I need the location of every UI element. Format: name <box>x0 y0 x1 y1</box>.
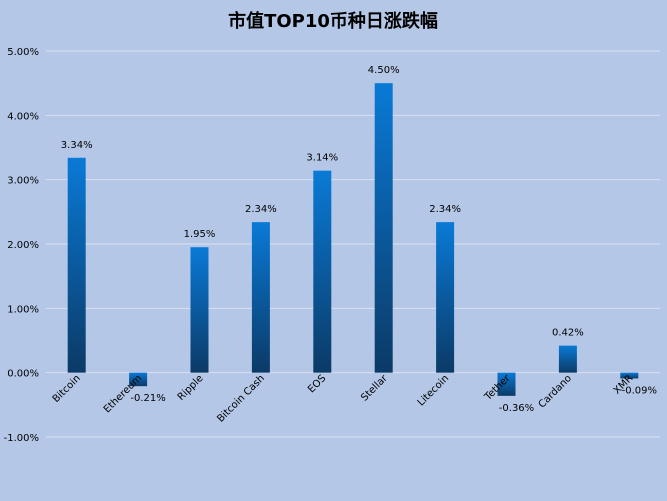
category-label: Bitcoin <box>51 373 83 405</box>
bar <box>436 222 455 373</box>
data-label: 3.14% <box>306 153 338 164</box>
y-axis-ticks: -1.00% 0.00% 1.00% 2.00% 3.00% 4.00% 5.00% <box>4 47 39 444</box>
data-label: 3.34% <box>61 140 93 151</box>
data-label: -0.09% <box>622 385 657 396</box>
gridlines <box>46 50 660 438</box>
y-tick-label: -1.00% <box>4 433 39 444</box>
data-label: -0.36% <box>499 403 534 414</box>
bar <box>190 247 209 373</box>
data-label: 1.95% <box>184 229 216 240</box>
data-label: 4.50% <box>368 65 400 76</box>
bar <box>497 372 516 396</box>
category-label: EOS <box>306 373 328 395</box>
data-label: 2.34% <box>429 204 461 215</box>
y-tick-label: 0.00% <box>7 369 39 380</box>
bar <box>374 83 393 373</box>
category-label: Litecoin <box>416 373 451 408</box>
bar <box>67 157 86 373</box>
bar <box>129 372 148 387</box>
chart-title: 市值TOP10币种日涨跌幅 <box>228 10 438 32</box>
y-tick-label: 2.00% <box>7 240 39 251</box>
category-label: Cardano <box>537 373 574 410</box>
data-label: 0.42% <box>552 328 584 339</box>
bar <box>558 345 577 373</box>
data-label: 2.34% <box>245 204 277 215</box>
bar <box>251 222 270 373</box>
category-label: Ripple <box>176 373 206 403</box>
bar <box>313 170 332 373</box>
category-label: Bitcoin Cash <box>215 373 267 425</box>
bars <box>67 83 639 396</box>
y-tick-label: 3.00% <box>7 176 39 187</box>
data-labels: 3.34% -0.21% 1.95% 2.34% 3.14% 4.50% 2.34% -0.3… <box>61 65 657 414</box>
bar <box>620 372 639 379</box>
data-label: -0.21% <box>130 393 165 404</box>
y-tick-label: 4.00% <box>7 111 39 122</box>
y-tick-label: 5.00% <box>7 47 39 58</box>
y-tick-label: 1.00% <box>7 304 39 315</box>
category-label: Stellar <box>359 372 390 403</box>
